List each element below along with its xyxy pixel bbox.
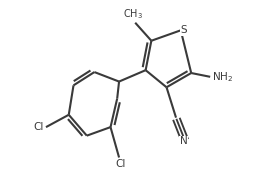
Text: NH$_2$: NH$_2$ [212,70,233,84]
Text: Cl: Cl [116,159,126,169]
Text: Cl: Cl [34,122,44,132]
Text: N: N [180,136,187,146]
Text: CH$_3$: CH$_3$ [123,7,143,21]
Text: S: S [181,25,187,35]
